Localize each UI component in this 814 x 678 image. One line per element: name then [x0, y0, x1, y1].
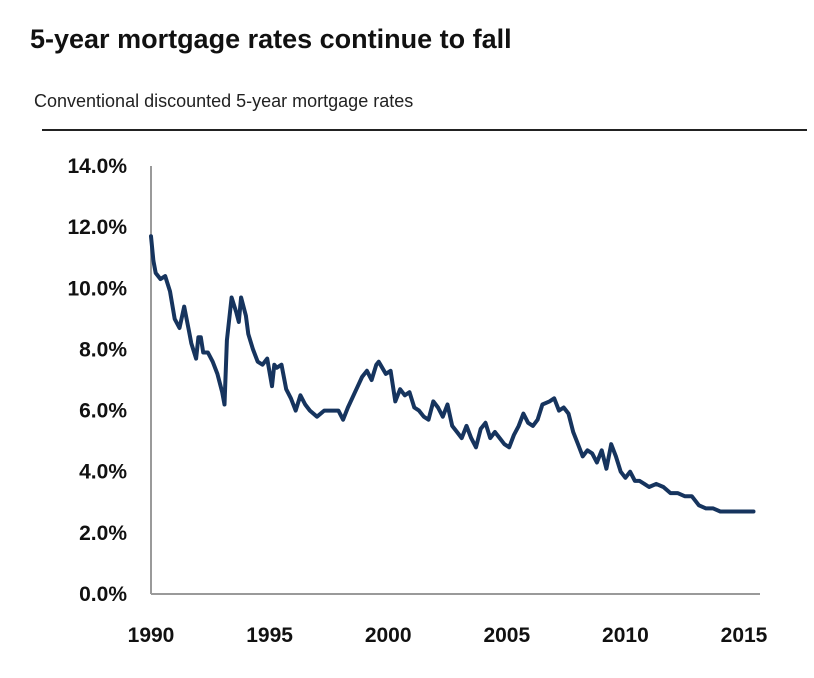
chart-title: 5-year mortgage rates continue to fall [30, 24, 512, 54]
y-tick-label: 8.0% [79, 338, 127, 361]
x-tick-label: 1995 [246, 624, 293, 647]
y-tick-label: 2.0% [79, 522, 127, 545]
header-divider [42, 129, 807, 131]
y-tick-label: 14.0% [67, 155, 127, 178]
x-tick-label: 2015 [721, 624, 768, 647]
y-tick-group: 0.0% 2.0% 4.0% 6.0% 8.0% 10.0% 12.0% 14.0% [67, 155, 127, 606]
x-tick-label: 1990 [128, 624, 175, 647]
series-line-mortgage-rate [149, 234, 756, 514]
y-tick-label: 6.0% [79, 400, 127, 423]
y-tick-label: 0.0% [79, 583, 127, 606]
y-tick-label: 4.0% [79, 461, 127, 484]
x-tick-label: 2010 [602, 624, 649, 647]
y-tick-label: 10.0% [67, 277, 127, 300]
x-tick-label: 2000 [365, 624, 412, 647]
chart-subtitle: Conventional discounted 5-year mortgage … [34, 91, 414, 111]
x-tick-label: 2005 [483, 624, 530, 647]
x-tick-group: 1990 1995 2000 2005 2010 2015 [128, 624, 768, 647]
y-tick-label: 12.0% [67, 216, 127, 239]
